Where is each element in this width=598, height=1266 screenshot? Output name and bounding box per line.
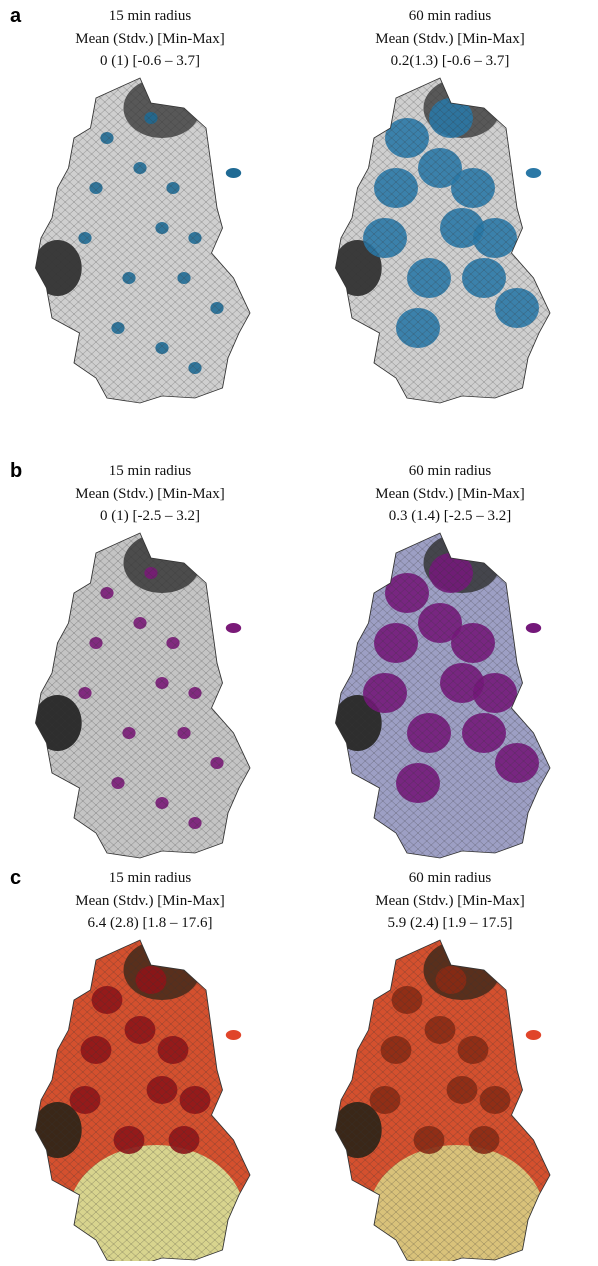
map-body (35, 533, 251, 858)
region-cells (335, 78, 551, 403)
map (334, 939, 551, 1266)
region-cells (35, 533, 251, 858)
map-title: 15 min radius (109, 463, 192, 479)
map-body (335, 78, 551, 403)
map-subtitle: Mean (Stdv.) [Min-Max] (375, 31, 524, 47)
map-body (335, 940, 551, 1265)
city-island (225, 1030, 242, 1040)
map-subtitle: Mean (Stdv.) [Min-Max] (375, 893, 524, 909)
map-body (335, 533, 551, 858)
map-title: 60 min radius (409, 8, 492, 24)
map-subtitle: Mean (Stdv.) [Min-Max] (375, 486, 524, 502)
map-body (35, 940, 251, 1265)
city-island (525, 623, 542, 633)
map-stats: 0.2(1.3) [-0.6 – 3.7] (391, 53, 510, 69)
map-title: 60 min radius (409, 870, 492, 886)
panel-label: a (10, 5, 22, 27)
region-cells (335, 940, 551, 1265)
panel-label: b (10, 460, 22, 482)
map (34, 532, 251, 859)
city-island (225, 623, 242, 633)
map-title: 15 min radius (109, 8, 192, 24)
map-stats: 0.3 (1.4) [-2.5 – 3.2] (389, 508, 511, 524)
map-stats: 5.9 (2.4) [1.9 – 17.5] (388, 915, 513, 931)
map-body (35, 78, 251, 403)
region-cells (35, 940, 251, 1265)
map-subtitle: Mean (Stdv.) [Min-Max] (75, 486, 224, 502)
map (34, 77, 251, 404)
map-stats: 0 (1) [-0.6 – 3.7] (100, 53, 200, 69)
map-title: 60 min radius (409, 463, 492, 479)
map-stats: 0 (1) [-2.5 – 3.2] (100, 508, 200, 524)
map-subtitle: Mean (Stdv.) [Min-Max] (75, 893, 224, 909)
map (34, 939, 251, 1266)
city-island (525, 1030, 542, 1040)
map-subtitle: Mean (Stdv.) [Min-Max] (75, 31, 224, 47)
city-island (225, 168, 242, 178)
map (334, 532, 551, 859)
city-island (525, 168, 542, 178)
region-cells (35, 78, 251, 403)
region-cells (335, 533, 551, 858)
map-title: 15 min radius (109, 870, 192, 886)
map-stats: 6.4 (2.8) [1.8 – 17.6] (88, 915, 213, 931)
map (334, 77, 551, 404)
panel-label: c (10, 867, 21, 889)
